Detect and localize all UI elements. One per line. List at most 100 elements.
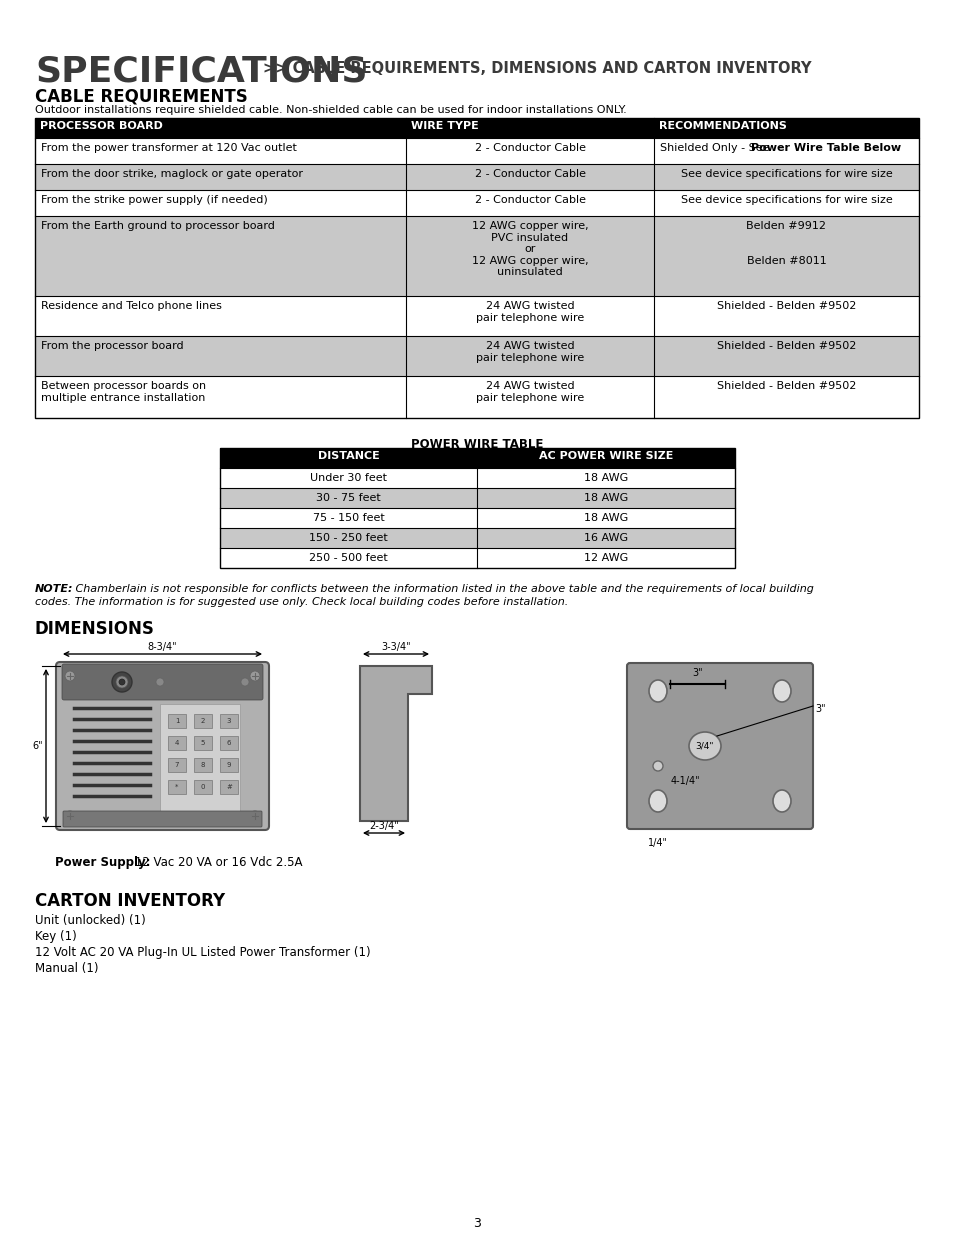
Text: Power Supply:: Power Supply:	[55, 856, 151, 869]
Ellipse shape	[772, 680, 790, 701]
Bar	[168, 736, 186, 750]
Bar	[35, 216, 918, 296]
Text: Outdoor installations require shielded cable. Non-shielded cable can be used for: Outdoor installations require shielded c…	[35, 105, 626, 115]
Text: Shielded - Belden #9502: Shielded - Belden #9502	[716, 382, 855, 391]
Text: See device specifications for wire size: See device specifications for wire size	[679, 195, 891, 205]
Ellipse shape	[648, 680, 666, 701]
Text: Belden #9912


Belden #8011: Belden #9912 Belden #8011	[745, 221, 825, 266]
Text: 4: 4	[174, 740, 179, 746]
Circle shape	[112, 672, 132, 692]
Bar	[220, 781, 237, 794]
Bar	[220, 714, 237, 727]
Bar	[220, 448, 734, 568]
Text: See device specifications for wire size: See device specifications for wire size	[679, 169, 891, 179]
Text: 0: 0	[200, 784, 205, 790]
Text: 24 AWG twisted
pair telephone wire: 24 AWG twisted pair telephone wire	[476, 341, 583, 363]
Circle shape	[119, 679, 125, 685]
Text: RECOMMENDATIONS: RECOMMENDATIONS	[659, 121, 786, 131]
Text: Unit (unlocked) (1): Unit (unlocked) (1)	[35, 914, 146, 927]
Text: PROCESSOR BOARD: PROCESSOR BOARD	[40, 121, 163, 131]
Circle shape	[156, 678, 164, 685]
Text: #: #	[226, 784, 232, 790]
Text: 2 - Conductor Cable: 2 - Conductor Cable	[474, 169, 585, 179]
Bar	[35, 138, 918, 164]
FancyBboxPatch shape	[626, 663, 812, 829]
Text: Shielded - Belden #9502: Shielded - Belden #9502	[716, 341, 855, 351]
Text: 75 - 150 feet: 75 - 150 feet	[313, 513, 384, 522]
Bar	[35, 119, 918, 138]
Text: 24 AWG twisted
pair telephone wire: 24 AWG twisted pair telephone wire	[476, 301, 583, 322]
Text: 3/4": 3/4"	[695, 741, 714, 751]
Text: Residence and Telco phone lines: Residence and Telco phone lines	[41, 301, 222, 311]
Text: 16 AWG: 16 AWG	[583, 534, 628, 543]
Bar	[35, 336, 918, 375]
Text: 150 - 250 feet: 150 - 250 feet	[309, 534, 388, 543]
Bar	[35, 375, 918, 417]
FancyBboxPatch shape	[56, 662, 269, 830]
Bar	[220, 448, 734, 468]
Text: AC POWER WIRE SIZE: AC POWER WIRE SIZE	[538, 451, 673, 461]
Text: 5: 5	[200, 740, 205, 746]
Text: 6": 6"	[32, 741, 43, 751]
Text: 24 AWG twisted
pair telephone wire: 24 AWG twisted pair telephone wire	[476, 382, 583, 403]
Text: NOTE:: NOTE:	[35, 584, 73, 594]
Bar	[220, 736, 237, 750]
Circle shape	[250, 811, 260, 821]
Text: 2-3/4": 2-3/4"	[369, 821, 398, 831]
Text: 8: 8	[200, 762, 205, 768]
Text: >> CABLE REQUIREMENTS, DIMENSIONS AND CARTON INVENTORY: >> CABLE REQUIREMENTS, DIMENSIONS AND CA…	[263, 61, 811, 77]
Text: Between processor boards on
multiple entrance installation: Between processor boards on multiple ent…	[41, 382, 206, 403]
Bar	[193, 781, 212, 794]
Text: 18 AWG: 18 AWG	[583, 513, 628, 522]
Text: 6: 6	[227, 740, 231, 746]
Text: From the power transformer at 120 Vac outlet: From the power transformer at 120 Vac ou…	[41, 143, 296, 153]
FancyBboxPatch shape	[63, 811, 262, 827]
Text: 12 Vac 20 VA or 16 Vdc 2.5A: 12 Vac 20 VA or 16 Vdc 2.5A	[131, 856, 302, 869]
Bar	[193, 736, 212, 750]
Text: Shielded Only - See: Shielded Only - See	[659, 143, 772, 153]
Text: CARTON INVENTORY: CARTON INVENTORY	[35, 892, 225, 910]
Text: Key (1): Key (1)	[35, 930, 76, 944]
Bar	[220, 508, 734, 529]
Text: DISTANCE: DISTANCE	[317, 451, 379, 461]
Text: From the strike power supply (if needed): From the strike power supply (if needed)	[41, 195, 268, 205]
Text: CABLE REQUIREMENTS: CABLE REQUIREMENTS	[35, 88, 248, 106]
Text: 3-3/4": 3-3/4"	[381, 642, 411, 652]
Text: 7: 7	[174, 762, 179, 768]
Text: 1/4": 1/4"	[647, 839, 667, 848]
Text: WIRE TYPE: WIRE TYPE	[411, 121, 478, 131]
Text: codes. The information is for suggested use only. Check local building codes bef: codes. The information is for suggested …	[35, 597, 568, 606]
Bar	[35, 190, 918, 216]
Circle shape	[241, 678, 249, 685]
Text: SPECIFICATIONS: SPECIFICATIONS	[35, 56, 367, 89]
Circle shape	[116, 676, 128, 688]
Text: 3: 3	[227, 718, 231, 724]
Bar	[193, 714, 212, 727]
FancyBboxPatch shape	[62, 664, 263, 700]
Text: 12 Volt AC 20 VA Plug-In UL Listed Power Transformer (1): 12 Volt AC 20 VA Plug-In UL Listed Power…	[35, 946, 370, 960]
Bar	[35, 164, 918, 190]
Text: 12 AWG: 12 AWG	[583, 553, 628, 563]
Text: 3: 3	[473, 1216, 480, 1230]
Text: 2 - Conductor Cable: 2 - Conductor Cable	[474, 143, 585, 153]
Text: Under 30 feet: Under 30 feet	[310, 473, 387, 483]
Polygon shape	[359, 666, 432, 821]
Text: 250 - 500 feet: 250 - 500 feet	[309, 553, 388, 563]
Ellipse shape	[648, 790, 666, 811]
Text: 12 AWG copper wire,
PVC insulated
or
12 AWG copper wire,
uninsulated: 12 AWG copper wire, PVC insulated or 12 …	[471, 221, 588, 278]
Bar	[35, 119, 918, 417]
Text: POWER WIRE TABLE: POWER WIRE TABLE	[411, 438, 542, 451]
Text: Manual (1): Manual (1)	[35, 962, 98, 974]
Text: 3": 3"	[692, 668, 702, 678]
Text: From the processor board: From the processor board	[41, 341, 183, 351]
Text: 4-1/4": 4-1/4"	[670, 776, 700, 785]
Text: 3": 3"	[814, 704, 824, 714]
Bar	[193, 758, 212, 772]
Text: 8-3/4": 8-3/4"	[148, 642, 177, 652]
Circle shape	[65, 671, 75, 680]
Text: Shielded - Belden #9502: Shielded - Belden #9502	[716, 301, 855, 311]
Bar	[160, 704, 240, 814]
Text: From the door strike, maglock or gate operator: From the door strike, maglock or gate op…	[41, 169, 303, 179]
Circle shape	[652, 761, 662, 771]
Text: 9: 9	[227, 762, 231, 768]
